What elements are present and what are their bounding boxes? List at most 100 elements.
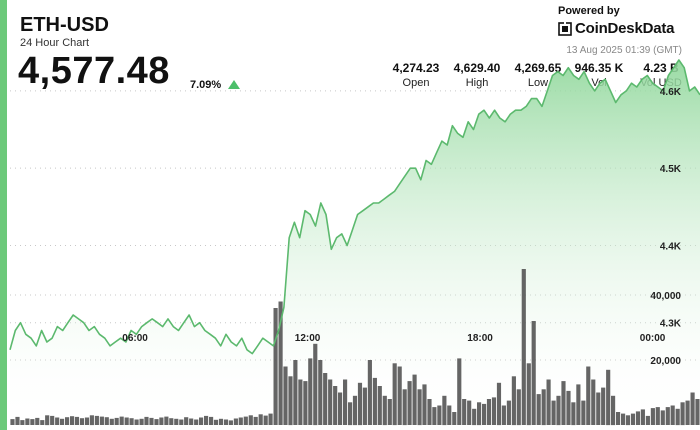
volume-bar [35,417,40,425]
volume-bar [273,308,278,425]
volume-bar [74,416,80,425]
volume-bar [179,419,184,425]
volume-bar [84,417,90,425]
volume-bar [119,416,124,425]
volume-bar [372,377,377,425]
volume-bar [348,402,353,426]
volume-bar [308,358,313,425]
volume-bar [213,419,219,425]
volume-bar [670,405,675,425]
volume-bar [114,417,119,425]
volume-bar [55,417,60,425]
volume-bar [432,407,437,425]
volume-bar [581,400,586,425]
volume-bar [645,415,650,425]
volume-bar [189,418,194,425]
volume-bar [586,366,591,425]
volume-bar [422,384,427,425]
volume-bar [218,418,224,425]
volume-bar [640,409,645,425]
timestamp: 13 Aug 2025 01:39 (GMT) [566,45,682,56]
volume-bar [209,416,214,425]
volume-bar [129,418,134,425]
price-area-fill [10,60,700,425]
volume-bar [362,387,367,425]
volume-bar [402,389,407,426]
stat-value: 4,269.65 [514,61,562,75]
volume-bar [576,384,581,425]
stat-label: Open [402,77,430,89]
volume-tick-label: 20,000 [650,356,681,367]
up-triangle-icon [228,80,240,89]
current-price: 4,577.48 [18,50,170,92]
volume-bar [343,379,348,425]
brand-logo[interactable]: CoinDeskData [558,20,674,37]
volume-bar [184,417,189,425]
volume-bar [556,395,561,426]
volume-bar [457,358,462,425]
volume-bar [452,412,457,425]
volume-bar [447,405,452,425]
volume-bar [238,417,243,425]
volume-bar [482,403,487,425]
left-accent-bar [0,0,7,430]
volume-bar [606,369,611,426]
price-line [9,59,700,355]
volume-bar [199,417,204,425]
volume-bar [596,392,601,425]
volume-bar [15,416,20,425]
volume-bar [675,408,680,426]
volume-bar [616,412,621,425]
volume-bar [248,415,253,426]
time-tick-label: 00:00 [640,333,666,344]
volume-bar [685,400,690,425]
volume-bar [472,408,477,426]
volume-bar [625,415,631,426]
volume-bar [377,386,382,425]
volume-bar [144,416,149,425]
volume-bar [417,389,422,426]
volume-bar [223,419,229,425]
volume-bar [680,402,685,426]
volume-bar [467,400,472,425]
volume-bar [591,379,596,425]
volume-bar [233,418,238,425]
volume-bar [50,415,55,425]
volume-bar [566,390,571,425]
volume-bar [541,389,546,426]
volume-tick-label: 40,000 [650,291,681,302]
volume-bar [367,360,372,425]
volume-bar [278,301,283,425]
volume-bar [477,402,482,426]
volume-bar [521,269,526,425]
volume-bar [338,392,343,425]
volume-bar [551,400,556,425]
volume-bar [665,407,670,425]
volume-bar [10,419,15,425]
stat-high: 4,629.40 High [442,61,512,89]
volume-bar [298,379,303,425]
volume-bar [60,418,65,425]
volume-bar [695,399,700,425]
volume-bar [104,417,109,425]
stat-volume: 946.35 K Vol [564,61,634,89]
volume-bar [65,417,70,425]
stat-open: 4,274.23 Open [381,61,451,89]
volume-bar [501,405,506,425]
volume-bar [571,402,576,426]
volume-bar [313,343,318,426]
volume-bar [561,381,566,425]
volume-bar [536,394,541,425]
volume-bar [169,418,174,425]
volume-bar [531,321,536,425]
volume-bar [437,405,442,425]
stat-low: 4,269.65 Low [503,61,573,89]
volume-bar [333,386,338,425]
volume-bar [635,411,641,425]
volume-bar [328,379,333,425]
volume-bar [124,417,129,425]
price-tick-label: 4.5K [660,164,682,175]
stat-value: 4,629.40 [453,61,501,75]
volume-bar [164,416,169,425]
